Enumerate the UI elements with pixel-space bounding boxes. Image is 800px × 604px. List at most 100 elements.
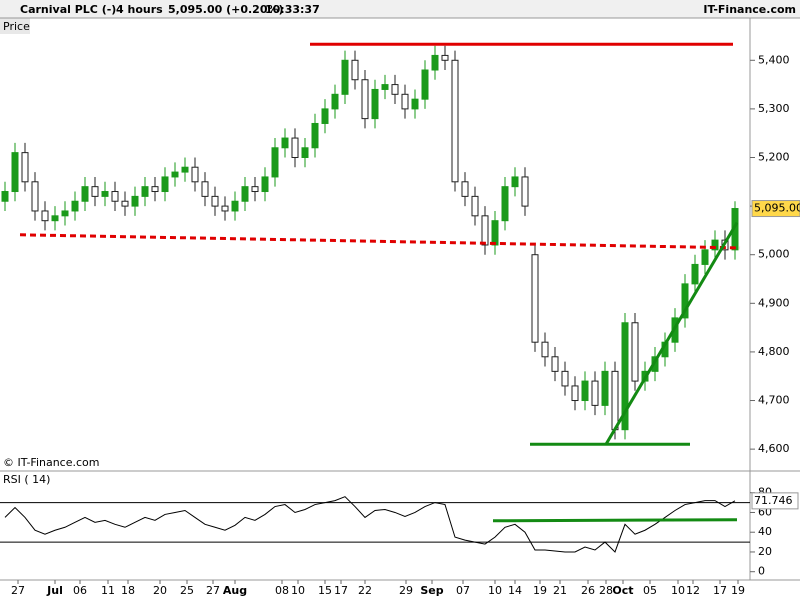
candle-body: [451, 59, 459, 183]
x-tick-label: 08: [275, 584, 289, 597]
y-tick-label: 40: [758, 525, 772, 538]
x-tick-label: 20: [153, 584, 167, 597]
candle-body: [461, 181, 469, 197]
candle-body: [221, 205, 229, 212]
candle-body: [481, 215, 489, 246]
x-tick-label: 17: [334, 584, 348, 597]
candle-body: [141, 186, 149, 197]
x-tick-label: 05: [643, 584, 657, 597]
instrument: Carnival PLC (-): [20, 3, 116, 16]
candle-body: [511, 176, 519, 188]
candle-body: [41, 210, 49, 222]
trend-line: [19, 233, 741, 250]
x-tick-label: 25: [180, 584, 194, 597]
time: 10:33:37: [265, 3, 320, 16]
x-tick-label: 10: [488, 584, 502, 597]
x-tick-label: 22: [358, 584, 372, 597]
candle-body: [201, 181, 209, 197]
y-tick-label: 4,700: [758, 394, 790, 407]
interval: 4 hours: [116, 3, 163, 16]
candle-body: [121, 200, 129, 207]
price-tag: [0, 18, 30, 34]
x-tick-label: 06: [73, 584, 87, 597]
candle-body: [621, 322, 629, 431]
x-tick-label: Oct: [612, 584, 633, 597]
candle-body: [101, 191, 109, 197]
candle-body: [21, 152, 29, 183]
candle-body: [241, 186, 249, 202]
x-tick-label: 07: [456, 584, 470, 597]
candle-body: [711, 239, 719, 251]
candle-body: [151, 186, 159, 193]
candle-body: [191, 166, 199, 183]
candle-body: [471, 195, 479, 217]
candle-body: [181, 166, 189, 173]
candle-body: [291, 137, 299, 158]
trend-line: [492, 518, 738, 523]
candle-body: [391, 84, 399, 95]
candle-body: [441, 54, 449, 61]
x-tick-label: 27: [11, 584, 25, 597]
y-tick-label: 20: [758, 545, 772, 558]
candle-body: [231, 200, 239, 212]
candle-body: [591, 380, 599, 406]
candle-body: [351, 59, 359, 81]
y-tick-label: 4,900: [758, 296, 790, 309]
site: IT-Finance.com: [703, 3, 796, 16]
candle-body: [611, 370, 619, 431]
panel-title: RSI ( 14): [3, 473, 50, 486]
last-price-box: [751, 200, 800, 218]
x-tick-label: Jul: [46, 584, 63, 597]
candle-body: [91, 186, 99, 197]
candle-body: [581, 380, 589, 402]
x-tick-label: 19: [731, 584, 745, 597]
candle-body: [301, 147, 309, 158]
candle-body: [31, 181, 39, 212]
y-tick-label: 4,800: [758, 345, 790, 358]
candle-body: [571, 385, 579, 402]
candle-body: [171, 171, 179, 178]
candle-body: [11, 152, 19, 193]
candle-body: [321, 108, 329, 124]
rsi-line: [4, 496, 736, 553]
candle-body: [161, 176, 169, 193]
last-rsi-box: [751, 492, 799, 510]
x-tick-label: 10: [291, 584, 305, 597]
x-tick-label: Sep: [420, 584, 443, 597]
x-tick-label: 12: [686, 584, 700, 597]
candle-body: [701, 249, 709, 265]
y-tick-label: 5,000: [758, 248, 790, 261]
last-rsi-label: 71.746: [754, 494, 793, 507]
candle-body: [561, 370, 569, 387]
candle-body: [251, 186, 259, 193]
candle-body: [81, 186, 89, 202]
candle-body: [541, 341, 549, 358]
copyright: © IT-Finance.com: [3, 456, 100, 469]
candle-body: [131, 195, 139, 207]
x-tick-label: 17: [713, 584, 727, 597]
x-tick-label: 27: [206, 584, 220, 597]
y-tick-label: 5,300: [758, 102, 790, 115]
candle-body: [601, 370, 609, 406]
candle-body: [361, 79, 369, 120]
candle-body: [341, 59, 349, 95]
x-tick-label: 18: [121, 584, 135, 597]
candle-body: [111, 191, 119, 202]
candle-body: [311, 122, 319, 149]
x-tick-label: 11: [101, 584, 115, 597]
y-tick-label: 5,400: [758, 53, 790, 66]
candle-body: [521, 176, 529, 207]
candle-body: [411, 98, 419, 110]
x-tick-label: 28: [599, 584, 613, 597]
candle-body: [681, 283, 689, 319]
candle-body: [401, 93, 409, 110]
candle-body: [371, 88, 379, 120]
candle-body: [491, 220, 499, 246]
y-tick-label: 5,200: [758, 150, 790, 163]
price-label: Price: [3, 20, 30, 33]
x-tick-label: Aug: [223, 584, 247, 597]
x-tick-label: 14: [508, 584, 522, 597]
x-tick-label: 29: [399, 584, 413, 597]
candle-body: [281, 137, 289, 149]
